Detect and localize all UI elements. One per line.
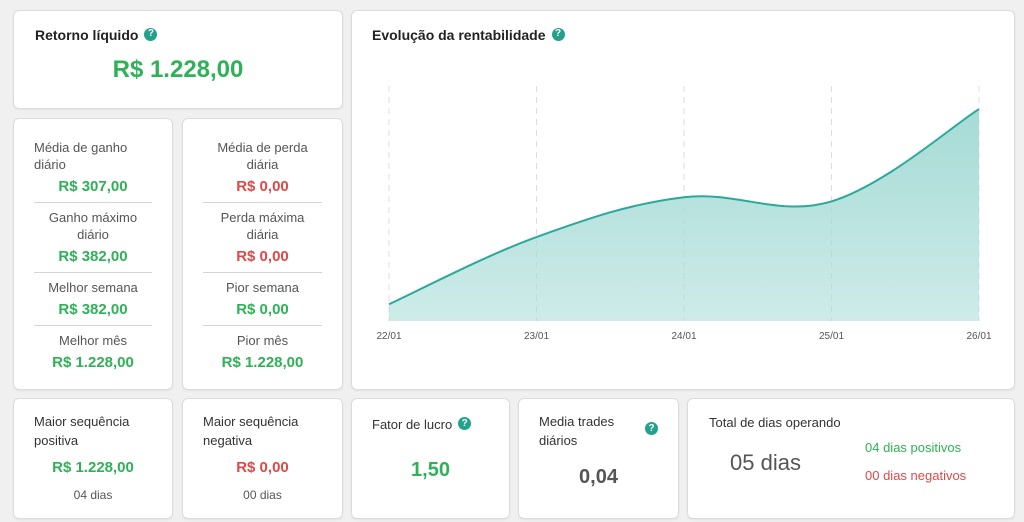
card-value: 0,04 xyxy=(579,466,618,488)
stat-label: Pior semana xyxy=(226,280,299,295)
rentabilidade-chart-card: Evolução da rentabilidade? 22/01 23/01 24/… xyxy=(351,10,1015,390)
fator-de-lucro-card: Fator de lucro? 1,50 xyxy=(351,398,510,519)
chart-x-tick-label: 24/01 xyxy=(671,331,696,342)
stat-melhor-semana: Melhor semana R$ 382,00 xyxy=(34,273,152,326)
card-value: R$ 1.228,00 xyxy=(52,459,134,476)
chart-x-tick-label: 22/01 xyxy=(376,331,401,342)
card-days: 00 dias xyxy=(243,488,282,502)
stat-value: R$ 307,00 xyxy=(58,178,128,195)
stat-value: R$ 382,00 xyxy=(58,248,128,265)
stat-media-perda-diaria: Média de perda diária R$ 0,00 xyxy=(203,133,322,203)
help-icon[interactable]: ? xyxy=(551,27,565,41)
help-icon[interactable]: ? xyxy=(458,417,472,431)
losses-stats-card: Média de perda diária R$ 0,00 Perda máxi… xyxy=(182,118,343,390)
total-dias-value: 05 dias xyxy=(730,450,801,475)
stat-value: R$ 382,00 xyxy=(58,301,128,318)
card-label: Fator de lucro xyxy=(372,417,453,432)
stat-value: R$ 0,00 xyxy=(236,301,289,318)
chart-x-tick-label: 23/01 xyxy=(524,331,549,342)
card-label-row: Fator de lucro? xyxy=(372,415,472,434)
card-label: Media trades diários xyxy=(539,414,615,448)
chart-area-fill xyxy=(389,109,979,322)
stat-label: Melhor semana xyxy=(48,280,138,295)
dias-positivos: 04 dias positivos xyxy=(865,440,962,455)
rentabilidade-chart: 22/01 23/01 24/01 25/01 26/01 xyxy=(376,86,992,342)
stat-value: R$ 1.228,00 xyxy=(221,354,304,371)
maior-sequencia-negativa-card: Maior sequência negativa R$ 0,00 00 dias xyxy=(182,398,343,519)
card-label: Maior sequência negativa xyxy=(203,414,299,448)
maior-sequencia-positiva-card: Maior sequência positiva R$ 1.228,00 04 … xyxy=(13,398,173,519)
stat-value: R$ 0,00 xyxy=(236,248,289,265)
retorno-liquido-card: Retorno líquido? R$ 1.228,00 xyxy=(13,10,343,109)
stat-label: Perda máxima diária xyxy=(220,210,305,242)
card-value: R$ 0,00 xyxy=(236,459,289,476)
card-days: 04 dias xyxy=(73,488,113,502)
dias-negativos: 00 dias negativos xyxy=(865,468,967,483)
card-label: Maior sequência positiva xyxy=(34,414,130,448)
stat-ganho-maximo-diario: Ganho máximo diário R$ 382,00 xyxy=(34,203,152,273)
retorno-liquido-title: Retorno líquido? xyxy=(35,27,158,43)
stat-perda-maxima-diaria: Perda máxima diária R$ 0,00 xyxy=(203,203,322,273)
retorno-liquido-label: Retorno líquido xyxy=(35,27,139,43)
chart-title: Evolução da rentabilidade? xyxy=(372,27,565,43)
card-value: 1,50 xyxy=(411,459,450,481)
stat-label: Melhor mês xyxy=(59,333,127,348)
chart-series-line xyxy=(388,108,980,306)
stat-label: Média de perda diária xyxy=(217,140,308,172)
media-trades-diarios-card: Media trades diários ? 0,04 xyxy=(518,398,679,519)
chart-x-tick-label: 26/01 xyxy=(966,331,991,342)
stat-value: R$ 1.228,00 xyxy=(52,354,134,371)
chart-title-label: Evolução da rentabilidade xyxy=(372,27,546,43)
retorno-liquido-value: R$ 1.228,00 xyxy=(112,56,244,83)
help-icon[interactable]: ? xyxy=(645,422,658,435)
stat-label: Ganho máximo diário xyxy=(48,210,138,242)
total-dias-operando-card: Total de dias operando 05 dias 04 dias p… xyxy=(687,398,1015,519)
stat-label: Média de ganho diário xyxy=(34,140,128,172)
stat-pior-semana: Pior semana R$ 0,00 xyxy=(203,273,322,326)
stat-pior-mes: Pior mês R$ 1.228,00 xyxy=(203,326,322,378)
stat-melhor-mes: Melhor mês R$ 1.228,00 xyxy=(34,326,152,378)
card-label: Total de dias operando xyxy=(709,415,841,430)
gains-stats-card: Média de ganho diário R$ 307,00 Ganho má… xyxy=(13,118,173,390)
stat-media-ganho-diario: Média de ganho diário R$ 307,00 xyxy=(34,133,152,203)
stat-value: R$ 0,00 xyxy=(236,178,289,195)
help-icon[interactable]: ? xyxy=(144,27,158,41)
chart-x-tick-label: 25/01 xyxy=(819,331,844,342)
stat-label: Pior mês xyxy=(236,333,289,348)
